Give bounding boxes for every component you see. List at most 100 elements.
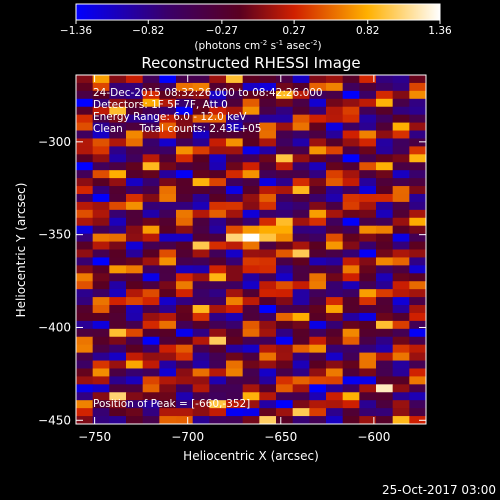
heatmap-cell — [409, 408, 426, 417]
heatmap-cell — [242, 376, 260, 385]
heatmap-cell — [76, 265, 94, 274]
heatmap-cell — [309, 320, 327, 330]
heatmap-cell — [126, 98, 144, 108]
heatmap-cell — [359, 241, 377, 251]
heatmap-cell — [92, 75, 110, 84]
heatmap-cell — [109, 82, 127, 92]
heatmap-cell — [109, 392, 127, 401]
heatmap-cell — [242, 241, 260, 251]
heatmap-cell — [376, 384, 394, 393]
heatmap-cell — [359, 352, 377, 362]
heatmap-cell — [309, 360, 327, 370]
heatmap-cell — [192, 162, 210, 171]
heatmap-cell — [359, 225, 377, 235]
heatmap-cell — [259, 312, 277, 322]
heatmap-cell — [276, 297, 294, 306]
heatmap-cell — [192, 305, 210, 314]
heatmap-cell — [92, 297, 110, 306]
heatmap-cell — [409, 305, 426, 314]
heatmap-cell — [226, 249, 244, 259]
heatmap-cell — [242, 305, 260, 314]
heatmap-cell — [92, 392, 110, 401]
heatmap-cell — [109, 130, 127, 140]
heatmap-cell — [209, 146, 227, 155]
heatmap-cell — [376, 360, 394, 370]
heatmap-cell — [192, 336, 210, 346]
heatmap-cell — [259, 193, 277, 203]
heatmap-cell — [242, 122, 260, 132]
heatmap-cell — [309, 98, 327, 108]
heatmap-cell — [292, 328, 310, 338]
heatmap-cell — [142, 170, 160, 179]
heatmap-cell — [142, 162, 160, 171]
heatmap-cell — [159, 138, 177, 147]
heatmap-cell — [226, 400, 244, 409]
heatmap-cell — [176, 320, 194, 330]
heatmap-cell — [292, 281, 310, 290]
heatmap-cell — [359, 384, 377, 393]
heatmap-cell — [376, 233, 394, 243]
heatmap-cell — [326, 384, 344, 393]
heatmap-cell — [192, 138, 210, 147]
heatmap-cell — [192, 376, 210, 385]
heatmap-cell — [226, 154, 244, 163]
heatmap-cell — [142, 297, 160, 306]
heatmap-cell — [142, 90, 160, 100]
heatmap-cell — [176, 114, 194, 124]
heatmap-cell — [326, 360, 344, 370]
heatmap-cell — [342, 209, 360, 219]
heatmap-cell — [226, 328, 244, 338]
heatmap-cell — [326, 281, 344, 290]
heatmap-cell — [126, 130, 144, 140]
heatmap-cell — [176, 170, 194, 179]
heatmap-cell — [226, 130, 244, 140]
heatmap-cell — [392, 328, 410, 338]
heatmap-cell — [126, 376, 144, 385]
heatmap-cell — [226, 360, 244, 370]
heatmap-cell — [126, 416, 144, 424]
heatmap-cell — [392, 408, 410, 417]
heatmap-cell — [376, 249, 394, 259]
heatmap-cell — [109, 98, 127, 108]
heatmap-cell — [259, 130, 277, 140]
heatmap-cell — [109, 297, 127, 306]
heatmap-cell — [376, 75, 394, 84]
heatmap-cell — [192, 90, 210, 100]
heatmap-cell — [109, 209, 127, 219]
heatmap-cell — [409, 400, 426, 409]
heatmap-cell — [209, 376, 227, 385]
heatmap-cell — [376, 193, 394, 203]
heatmap-cell — [392, 138, 410, 147]
heatmap-cell — [292, 201, 310, 211]
heatmap-cell — [209, 336, 227, 346]
heatmap-cell — [259, 265, 277, 274]
heatmap-cell — [159, 249, 177, 259]
heatmap-cell — [159, 376, 177, 385]
heatmap-cell — [92, 281, 110, 290]
heatmap-cell — [109, 312, 127, 322]
heatmap-cell — [292, 312, 310, 322]
heatmap-cell — [159, 146, 177, 155]
heatmap-cell — [309, 162, 327, 171]
heatmap-cell — [176, 138, 194, 147]
heatmap-cell — [126, 241, 144, 251]
heatmap-cell — [342, 312, 360, 322]
heatmap-cell — [142, 328, 160, 338]
heatmap-cell — [242, 257, 260, 266]
heatmap-cell — [292, 376, 310, 385]
heatmap-cell — [92, 408, 110, 417]
heatmap-cell — [276, 193, 294, 203]
heatmap-cell — [342, 241, 360, 251]
heatmap-cell — [209, 312, 227, 322]
heatmap-cell — [142, 376, 160, 385]
heatmap-cell — [192, 75, 210, 84]
heatmap-cell — [309, 114, 327, 124]
heatmap-cell — [359, 162, 377, 171]
heatmap-cell — [376, 352, 394, 362]
heatmap-cell — [276, 186, 294, 195]
heatmap-cell — [142, 416, 160, 424]
heatmap-cell — [142, 130, 160, 140]
heatmap-cell — [292, 297, 310, 306]
heatmap-cell — [276, 312, 294, 322]
heatmap-cell — [226, 376, 244, 385]
